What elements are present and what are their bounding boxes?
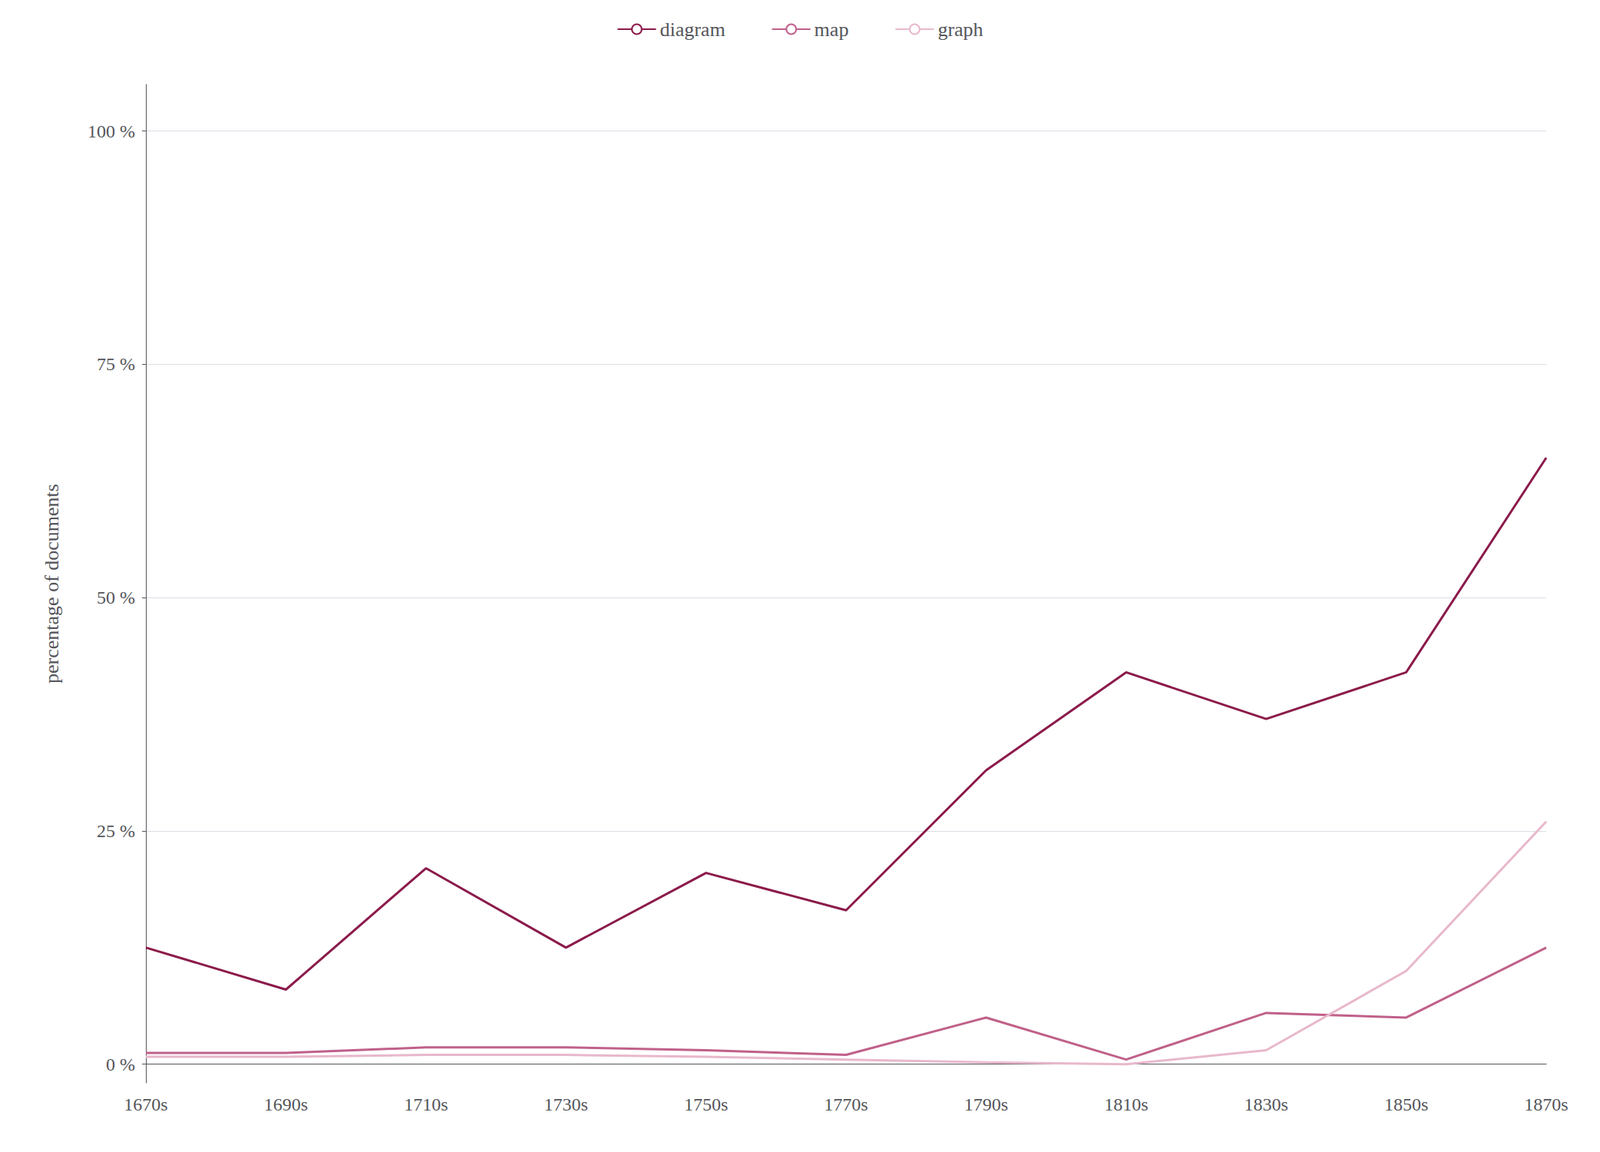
svg-text:1750s: 1750s: [684, 1094, 728, 1115]
svg-text:100 %: 100 %: [87, 121, 136, 142]
svg-text:0 %: 0 %: [105, 1054, 136, 1075]
svg-text:1850s: 1850s: [1384, 1094, 1429, 1115]
svg-text:1790s: 1790s: [964, 1094, 1009, 1115]
svg-text:1870s: 1870s: [1523, 1094, 1568, 1115]
svg-text:1710s: 1710s: [403, 1094, 448, 1115]
svg-text:1770s: 1770s: [823, 1094, 868, 1115]
svg-text:1730s: 1730s: [544, 1094, 589, 1115]
svg-text:percentage of documents: percentage of documents: [40, 483, 63, 684]
svg-text:1810s: 1810s: [1104, 1094, 1148, 1115]
svg-text:1830s: 1830s: [1244, 1094, 1289, 1115]
svg-text:1670s: 1670s: [123, 1094, 168, 1115]
svg-text:graph: graph: [937, 18, 983, 41]
svg-text:1690s: 1690s: [264, 1094, 308, 1115]
svg-text:50 %: 50 %: [96, 587, 136, 608]
svg-text:map: map: [814, 18, 850, 41]
svg-text:75 %: 75 %: [96, 353, 136, 374]
svg-text:diagram: diagram: [659, 18, 725, 41]
svg-text:25 %: 25 %: [96, 820, 136, 841]
